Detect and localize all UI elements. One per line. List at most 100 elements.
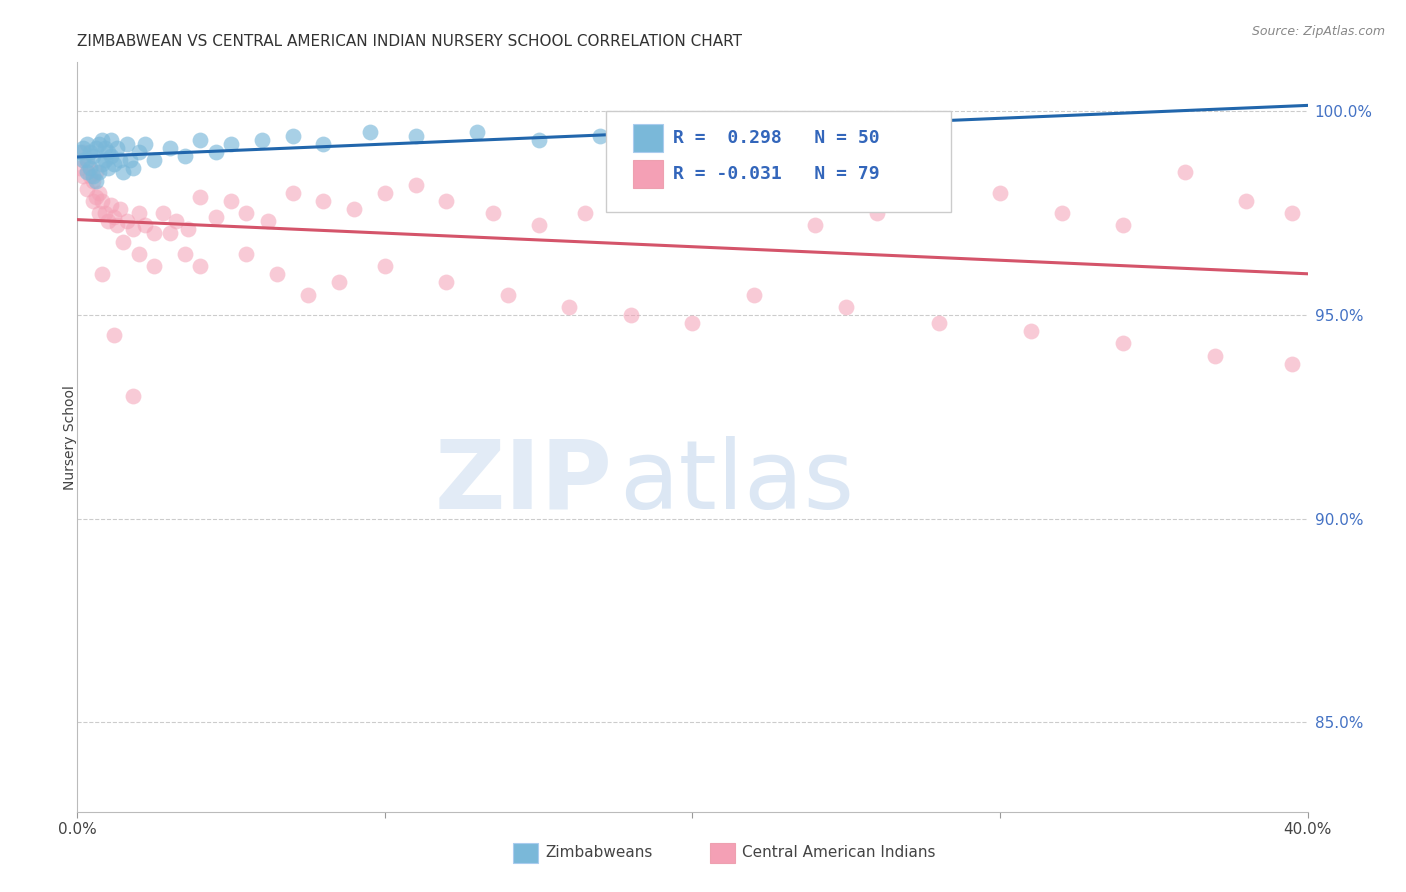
Point [527, 219, 550, 233]
Point [1050, 206, 1073, 220]
Point [134, 219, 156, 233]
Point [69, 145, 91, 159]
Point [188, 190, 212, 204]
Point [436, 276, 458, 290]
Point [312, 136, 335, 151]
FancyBboxPatch shape [606, 112, 950, 212]
Point [82, 149, 104, 163]
Point [1112, 219, 1135, 233]
Point [742, 287, 765, 301]
Point [128, 145, 150, 159]
Point [204, 145, 226, 159]
Point [204, 210, 226, 224]
Point [72, 141, 94, 155]
Point [84, 173, 107, 187]
Point [121, 222, 143, 236]
Point [405, 128, 427, 143]
Point [928, 194, 950, 208]
Point [143, 153, 166, 168]
Point [174, 247, 197, 261]
Point [105, 219, 128, 233]
Point [281, 186, 304, 200]
Point [79, 145, 101, 159]
Point [297, 287, 319, 301]
Point [84, 190, 107, 204]
Bar [634, 124, 664, 153]
Point [79, 161, 101, 176]
Point [589, 128, 612, 143]
Point [328, 276, 350, 290]
Text: Source: ZipAtlas.com: Source: ZipAtlas.com [1251, 25, 1385, 38]
Point [87, 206, 110, 220]
Point [835, 120, 858, 135]
Point [682, 316, 704, 330]
Point [90, 133, 114, 147]
Point [90, 194, 114, 208]
Point [94, 141, 117, 155]
Point [804, 219, 827, 233]
Point [682, 178, 704, 192]
Point [100, 198, 122, 212]
Point [97, 161, 120, 176]
Point [115, 214, 138, 228]
Text: Central American Indians: Central American Indians [742, 846, 936, 860]
Point [527, 133, 550, 147]
Point [128, 206, 150, 220]
Point [69, 161, 91, 176]
Point [76, 157, 98, 171]
Point [651, 120, 673, 135]
Point [121, 161, 143, 176]
Point [177, 222, 200, 236]
Point [219, 136, 242, 151]
Point [1234, 194, 1257, 208]
Point [405, 178, 427, 192]
Point [1281, 206, 1303, 220]
Point [82, 169, 104, 184]
Point [835, 300, 858, 314]
Point [100, 149, 122, 163]
Point [219, 194, 242, 208]
Point [152, 206, 174, 220]
Point [87, 165, 110, 179]
Point [496, 287, 519, 301]
Point [112, 235, 135, 249]
Point [72, 145, 94, 159]
Point [374, 259, 396, 273]
Point [103, 210, 125, 224]
Point [988, 186, 1011, 200]
Point [84, 165, 107, 179]
Point [87, 186, 110, 200]
Point [134, 136, 156, 151]
Point [235, 206, 257, 220]
Point [465, 125, 488, 139]
Point [1174, 165, 1197, 179]
Point [76, 153, 98, 168]
Point [97, 214, 120, 228]
Point [159, 141, 181, 155]
Point [72, 169, 94, 184]
Point [76, 165, 98, 179]
Point [1204, 349, 1226, 363]
Point [103, 328, 125, 343]
Point [82, 194, 104, 208]
Point [235, 247, 257, 261]
Text: ZIMBABWEAN VS CENTRAL AMERICAN INDIAN NURSERY SCHOOL CORRELATION CHART: ZIMBABWEAN VS CENTRAL AMERICAN INDIAN NU… [77, 34, 742, 49]
Point [76, 136, 98, 151]
Point [72, 153, 94, 168]
Point [115, 136, 138, 151]
Point [159, 227, 181, 241]
Point [343, 202, 366, 216]
Point [174, 149, 197, 163]
Text: atlas: atlas [619, 435, 853, 529]
Point [1112, 336, 1135, 351]
Point [928, 316, 950, 330]
Point [128, 247, 150, 261]
Text: R = -0.031   N = 79: R = -0.031 N = 79 [673, 165, 879, 183]
Point [312, 194, 335, 208]
Point [374, 186, 396, 200]
Point [103, 157, 125, 171]
Point [79, 169, 101, 184]
Point [105, 141, 128, 155]
Point [90, 157, 114, 171]
Point [121, 389, 143, 403]
